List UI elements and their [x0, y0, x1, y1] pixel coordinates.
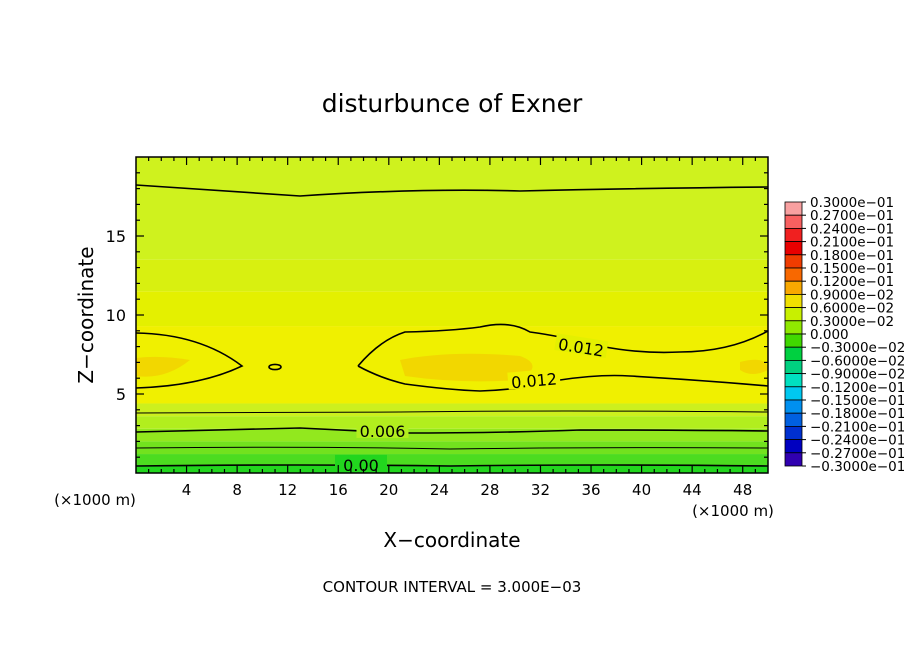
colorbar-label: −0.1500e−01 [810, 393, 904, 409]
colorbar-swatch [784, 320, 803, 335]
colorbar-label: −0.3000e−02 [810, 340, 904, 356]
x-tick-label: 4 [182, 481, 192, 499]
x-axis-label: X−coordinate [383, 528, 520, 552]
chart-title: disturbunce of Exner [322, 89, 583, 118]
core-region [740, 359, 768, 374]
contour-label-bg [507, 368, 561, 390]
x-unit-left: (×1000 m) [54, 491, 136, 509]
color-bands [136, 157, 768, 473]
contour-interval-note: CONTOUR INTERVAL = 3.000E−03 [323, 578, 582, 596]
x-tick-labels: 4 8 12 16 20 24 28 32 36 40 44 48 [182, 481, 752, 499]
x-tick-label: 48 [733, 481, 752, 499]
x-tick-label: 44 [683, 481, 702, 499]
colorbar: 0.3000e−010.2700e−010.2400e−010.2100e−01… [784, 195, 904, 475]
color-band [136, 416, 768, 429]
contour-line [136, 464, 768, 467]
contour-line [136, 410, 768, 414]
colorbar-swatch [784, 412, 803, 427]
contour-line [136, 184, 768, 197]
x-tick-label: 28 [480, 481, 499, 499]
y-tick-label: 15 [106, 227, 126, 246]
colorbar-swatch [784, 399, 803, 414]
contour-label-bg [334, 454, 387, 472]
contour-line [136, 427, 768, 434]
contour-label: 0.006 [360, 422, 406, 441]
contour-label-bg [356, 420, 409, 438]
core-region [136, 356, 190, 377]
colorbar-label: −0.2100e−01 [810, 419, 904, 435]
colorbar-label: 0.1800e−01 [810, 248, 894, 264]
colorbar-label: −0.1200e−01 [810, 380, 904, 396]
colorbar-label: 0.3000e−01 [810, 195, 894, 211]
color-band [136, 291, 768, 327]
colorbar-label: 0.2100e−01 [810, 235, 894, 251]
colorbar-swatch [784, 227, 803, 242]
colorbar-swatch [784, 293, 803, 308]
y-tick-labels: 5 10 15 [106, 227, 126, 404]
contour-label: 0.012 [510, 369, 557, 392]
contour-label-bg [554, 333, 609, 359]
colorbar-label: −0.1800e−01 [810, 406, 904, 422]
x-tick-label: 40 [632, 481, 651, 499]
colorbar-swatch [784, 307, 803, 322]
colorbar-swatch [784, 452, 803, 467]
contour-line [136, 332, 244, 389]
colorbar-label: 0.9000e−02 [810, 287, 894, 303]
color-band [136, 157, 768, 260]
x-tick-label: 8 [232, 481, 242, 499]
colorbar-label: 0.2400e−01 [810, 221, 894, 237]
colorbar-swatch [784, 359, 803, 374]
color-band [136, 403, 768, 417]
colorbar-label: 0.1200e−01 [810, 274, 894, 290]
colorbar-swatch [784, 373, 803, 388]
colorbar-label: −0.9000e−02 [810, 367, 904, 383]
contour-line [136, 446, 768, 450]
x-tick-label: 32 [531, 481, 550, 499]
colorbar-label: −0.3000e−01 [810, 459, 904, 475]
x-tick-label: 12 [278, 481, 297, 499]
color-band [136, 454, 768, 466]
colorbar-swatch [784, 346, 803, 361]
colorbar-swatch [784, 241, 803, 256]
y-tick-label: 5 [116, 385, 126, 404]
contour-line [268, 363, 282, 371]
color-band [136, 259, 768, 292]
colorbar-label: −0.6000e−02 [810, 353, 904, 369]
colorbar-swatch [784, 267, 803, 282]
x-tick-label: 36 [581, 481, 600, 499]
colorbar-swatch [784, 201, 803, 216]
axis-ticks [136, 157, 768, 473]
color-band [136, 441, 768, 455]
contour-label: 0.00 [343, 456, 379, 475]
colorbar-swatch [784, 254, 803, 269]
color-band [136, 428, 768, 442]
contour-line [357, 323, 768, 367]
colorbar-label: 0.6000e−02 [810, 301, 894, 317]
colorbar-swatch [784, 333, 803, 348]
colorbar-swatch [784, 425, 803, 440]
colorbar-swatch [784, 280, 803, 295]
x-tick-label: 20 [379, 481, 398, 499]
colorbar-label: 0.000 [810, 327, 849, 343]
x-tick-label: 16 [329, 481, 348, 499]
x-unit-right: (×1000 m) [692, 502, 774, 520]
colorbar-swatch [784, 439, 803, 454]
colorbar-label: 0.2700e−01 [810, 208, 894, 224]
x-tick-label: 24 [430, 481, 449, 499]
colorbar-label: −0.2700e−01 [810, 446, 904, 462]
y-tick-label: 10 [106, 306, 126, 325]
core-region [400, 353, 533, 382]
y-axis-label: Z−coordinate [74, 246, 98, 383]
colorbar-swatch [784, 386, 803, 401]
colorbar-swatch [784, 214, 803, 229]
colorbar-label: −0.2400e−01 [810, 433, 904, 449]
colorbar-label: 0.3000e−02 [810, 314, 894, 330]
colorbar-label: 0.1500e−01 [810, 261, 894, 277]
